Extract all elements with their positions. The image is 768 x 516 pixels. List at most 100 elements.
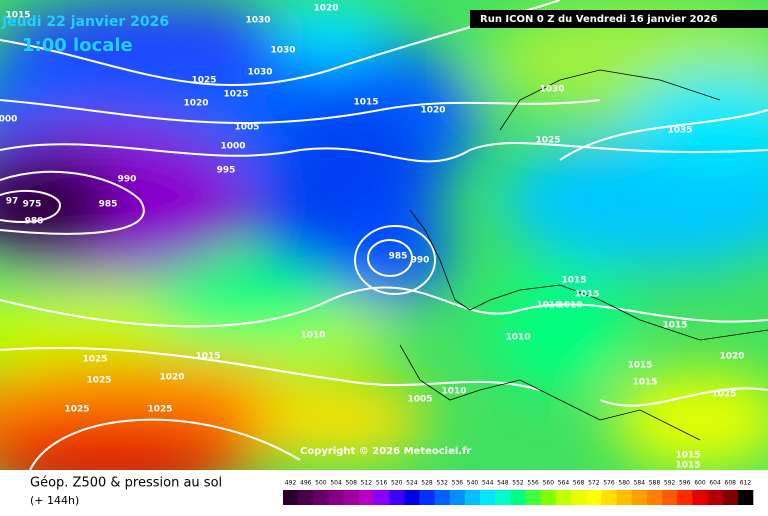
- isobar-label: 985: [99, 200, 118, 210]
- legend-label: 536: [452, 480, 464, 487]
- legend-label: 512: [361, 480, 373, 487]
- legend-swatch: [616, 490, 633, 505]
- isobar-label: 1025: [191, 76, 216, 86]
- legend-label: 584: [634, 480, 646, 487]
- caption-subtitle: (+ 144h): [30, 494, 79, 507]
- legend-label: 540: [467, 480, 479, 487]
- legend-swatch: [510, 490, 526, 505]
- legend-swatch: [464, 490, 481, 505]
- legend-swatch: [631, 490, 648, 505]
- isobar-label: 97: [6, 197, 19, 207]
- isobar-label: 1025: [223, 90, 248, 100]
- legend-label: 524: [406, 480, 418, 487]
- legend-swatch: [525, 490, 542, 505]
- legend-swatch: [662, 490, 678, 505]
- legend-swatch: [434, 490, 451, 505]
- legend-label: 576: [603, 480, 615, 487]
- isobar-label: 990: [118, 175, 137, 185]
- isobar-label: 1025: [86, 376, 111, 386]
- coastlines: [399, 69, 768, 441]
- isobar-label: 1015: [675, 451, 700, 461]
- isobar-label: 1015: [195, 352, 220, 362]
- legend-label: 592: [664, 480, 676, 487]
- isobar-label: 1015: [662, 321, 687, 331]
- legend-swatch: [495, 490, 511, 505]
- legend-label: 560: [543, 480, 555, 487]
- legend-label: 508: [345, 480, 357, 487]
- legend-swatch: [404, 490, 420, 505]
- legend-label: 528: [421, 480, 433, 487]
- isobar-label: 1015: [353, 98, 378, 108]
- legend-label: 544: [482, 480, 494, 487]
- legend-label: 604: [709, 480, 721, 487]
- isobar-label: 1020: [159, 373, 184, 383]
- legend-swatch: [480, 490, 496, 505]
- isobar-label: 1025: [64, 405, 89, 415]
- isobar-label: 1010: [536, 301, 561, 311]
- legend-swatch: [449, 490, 466, 505]
- copyright: Copyright © 2026 Meteociel.fr: [300, 446, 471, 457]
- legend-swatch: [343, 490, 360, 505]
- legend-swatch: [373, 490, 390, 505]
- isobar-label: 975: [23, 200, 42, 210]
- isobar-label: 1030: [245, 16, 270, 26]
- legend-label: 496: [300, 480, 312, 487]
- legend-swatch: [722, 490, 739, 505]
- legend-label: 588: [649, 480, 661, 487]
- isobar-label: 1030: [247, 68, 272, 78]
- isobar-label: 985: [389, 252, 408, 262]
- legend-swatch: [419, 490, 435, 505]
- legend-label: 556: [527, 480, 539, 487]
- isobar-label: 990: [411, 256, 430, 266]
- isobar-label: 1030: [270, 46, 295, 56]
- isobar-label: 1005: [407, 395, 432, 405]
- isobar-label: 980: [25, 217, 44, 227]
- isobar-label: 1025: [82, 355, 107, 365]
- legend-swatch: [677, 490, 693, 505]
- isobar-label: 1010: [505, 333, 530, 343]
- map-field: [0, 0, 768, 470]
- legend-swatch: [555, 490, 572, 505]
- forecast-time: 1:00 locale: [22, 35, 133, 56]
- isobar-label: 1025: [147, 405, 172, 415]
- isobar-label: 1015: [632, 378, 657, 388]
- isobar-label: 000: [0, 115, 17, 125]
- legend-label: 608: [725, 480, 737, 487]
- legend-label: 492: [285, 480, 297, 487]
- isobar-label: 1010: [557, 301, 582, 311]
- legend-label: 596: [679, 480, 691, 487]
- legend-swatch: [601, 490, 617, 505]
- isobar-label: 1020: [420, 106, 445, 116]
- isobar-label: 1010: [300, 331, 325, 341]
- run-info: Run ICON 0 Z du Vendredi 16 janvier 2026: [480, 14, 718, 25]
- legend-swatch: [737, 490, 754, 505]
- isobar-label: 1015: [675, 461, 700, 471]
- legend-swatch: [571, 490, 587, 505]
- isobar-label: 1020: [313, 4, 338, 14]
- legend-label: 532: [436, 480, 448, 487]
- legend-label: 564: [558, 480, 570, 487]
- legend-swatch: [328, 490, 344, 505]
- isobar-label: 1025: [711, 390, 736, 400]
- isobar-label: 1015: [5, 11, 30, 21]
- legend-label: 504: [330, 480, 342, 487]
- legend-label: 572: [588, 480, 600, 487]
- legend-swatch: [646, 490, 663, 505]
- legend-label: 516: [376, 480, 388, 487]
- forecast-date: Jeudi 22 janvier 2026: [1, 14, 169, 30]
- isobar-label: 1015: [574, 290, 599, 300]
- legend-swatch: [313, 490, 329, 505]
- legend-label: 500: [315, 480, 327, 487]
- caption-title: Géop. Z500 & pression au sol: [30, 476, 222, 491]
- legend-label: 580: [618, 480, 630, 487]
- isobar-label: 995: [217, 166, 236, 176]
- legend-label: 552: [512, 480, 524, 487]
- isobar-label: 1025: [535, 136, 560, 146]
- legend-swatch: [389, 490, 405, 505]
- isobar-label: 1005: [234, 123, 259, 133]
- isobar-label: 1035: [667, 126, 692, 136]
- isobar-label: 1000: [220, 142, 245, 152]
- legend-label: 600: [694, 480, 706, 487]
- legend-label: 568: [573, 480, 585, 487]
